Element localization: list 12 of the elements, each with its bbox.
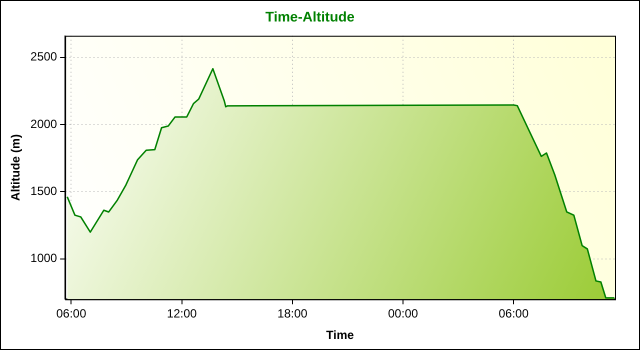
y-tick-label: 1000 — [30, 251, 58, 266]
y-tick-label: 2500 — [30, 50, 58, 64]
x-tick-label: 06:00 — [498, 306, 529, 321]
x-tick-label: 06:00 — [56, 306, 87, 321]
y-axis-title: Altitude (m) — [8, 134, 23, 201]
x-tick-label: 00:00 — [388, 306, 418, 321]
chart-title: Time-Altitude — [265, 8, 355, 24]
y-tick-label: 1500 — [30, 184, 58, 198]
y-tick-label: 2000 — [30, 116, 58, 131]
x-axis-title: Time — [326, 328, 354, 342]
x-tick-label: 12:00 — [166, 306, 198, 321]
x-tick-label: 18:00 — [277, 306, 308, 321]
